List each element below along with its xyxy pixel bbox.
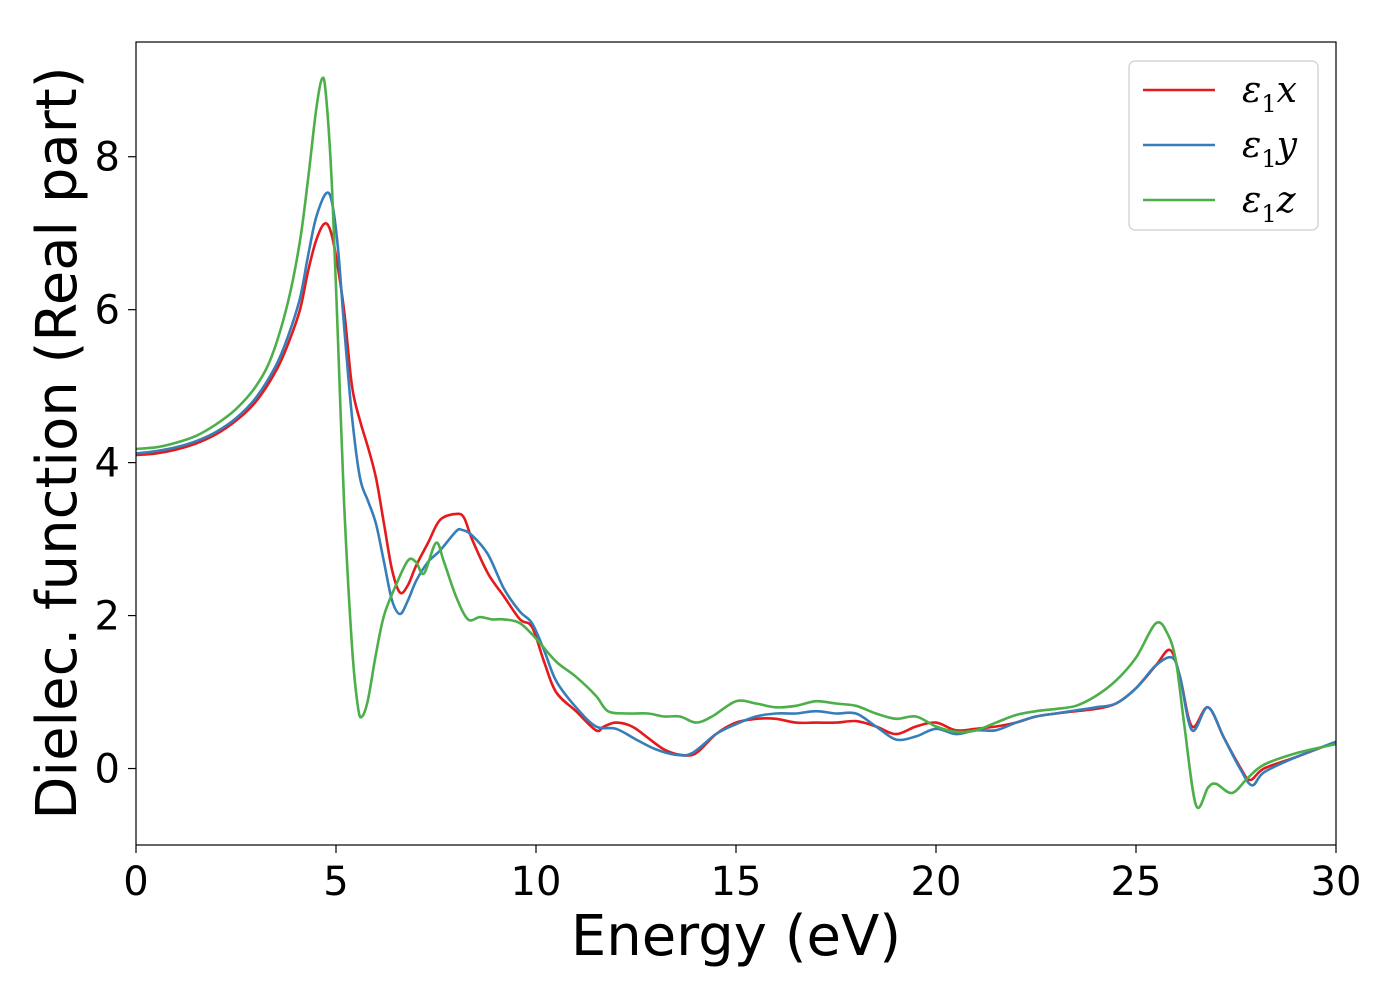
y-tick-label: 6 bbox=[95, 288, 120, 334]
y-tick-label: 8 bbox=[95, 135, 120, 181]
y-tick-label: 2 bbox=[95, 594, 120, 640]
y-tick-label: 0 bbox=[95, 747, 120, 793]
legend-box bbox=[1128, 60, 1319, 231]
y-axis-ticks: 0 2 4 6 8 bbox=[95, 135, 136, 793]
series-layer bbox=[136, 76, 1336, 810]
x-tick-label: 15 bbox=[711, 859, 762, 905]
x-tick-label: 10 bbox=[511, 859, 562, 905]
legend: ε1x ε1y ε1z bbox=[1128, 60, 1319, 231]
x-tick-label: 0 bbox=[123, 859, 148, 905]
x-tick-label: 20 bbox=[911, 859, 962, 905]
legend-label-x: ε1x bbox=[1242, 70, 1297, 118]
series-line-y bbox=[136, 191, 1336, 787]
legend-label-y: ε1y bbox=[1242, 125, 1298, 173]
y-axis-title: Dielec. function (Real part) bbox=[25, 66, 90, 819]
x-tick-label: 5 bbox=[323, 859, 348, 905]
y-tick-label: 4 bbox=[95, 441, 120, 487]
series-line-x bbox=[136, 222, 1336, 782]
x-axis-ticks: 0 5 10 15 20 25 30 bbox=[123, 845, 1361, 905]
x-axis-title: Energy (eV) bbox=[571, 904, 901, 969]
x-tick-label: 25 bbox=[1111, 859, 1162, 905]
legend-label-z: ε1z bbox=[1242, 180, 1297, 228]
series-line-z bbox=[136, 76, 1336, 810]
x-tick-label: 30 bbox=[1311, 859, 1362, 905]
